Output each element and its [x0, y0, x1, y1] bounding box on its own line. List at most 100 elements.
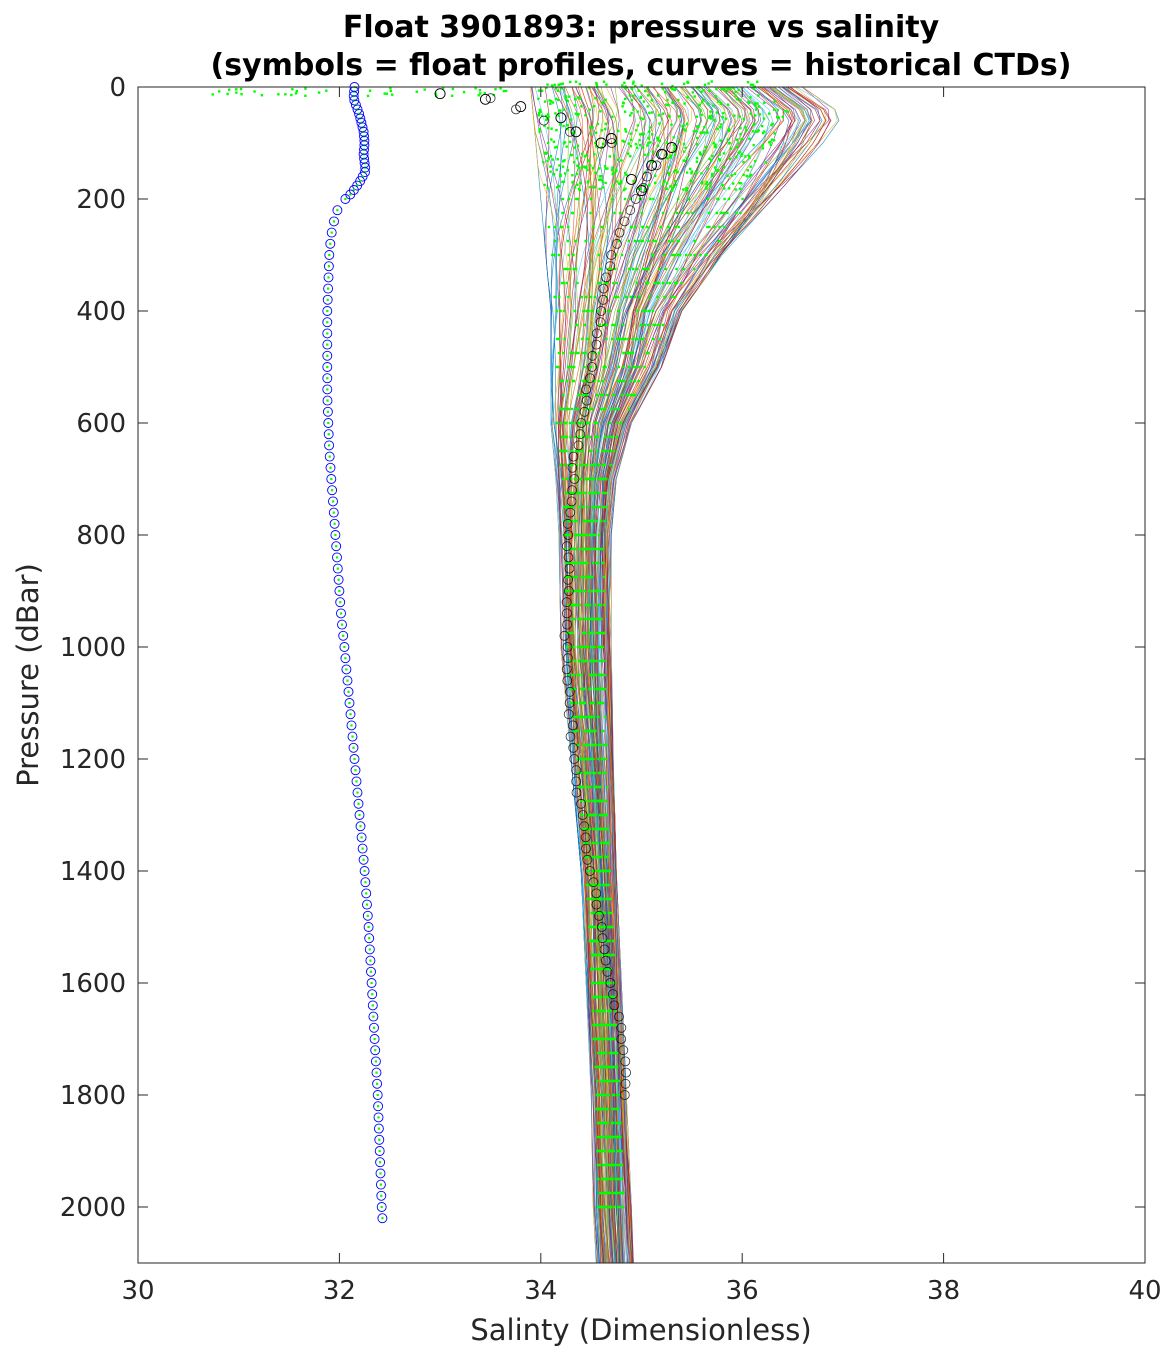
float-point [700, 172, 703, 175]
float-point [328, 253, 331, 257]
float-point [650, 111, 654, 114]
float-point [604, 939, 607, 943]
float-point [614, 1009, 617, 1013]
float-point [702, 98, 705, 102]
float-point [722, 165, 726, 169]
float-point [583, 589, 586, 593]
float-point [616, 1205, 619, 1209]
float-outlier-point [373, 1101, 384, 1112]
float-outlier-point [332, 552, 342, 563]
float-point [706, 167, 709, 170]
float-profile-point [581, 843, 591, 854]
float-point [602, 407, 606, 411]
float-point [601, 813, 604, 817]
float-point [587, 589, 591, 593]
float-point [587, 869, 590, 873]
float-point [634, 225, 637, 229]
float-point [690, 170, 693, 173]
float-point [571, 174, 574, 177]
float-profile-point [565, 731, 576, 742]
float-point [573, 547, 577, 551]
float-point [714, 145, 717, 149]
float-point [634, 142, 638, 146]
float-profile-point [563, 530, 574, 540]
float-point [580, 463, 583, 467]
float-point [594, 435, 597, 439]
float-point [624, 171, 627, 175]
float-point [754, 114, 757, 117]
float-point [672, 185, 676, 188]
float-point [638, 295, 641, 299]
float-point [632, 267, 635, 271]
float-point [363, 869, 366, 873]
float-point [627, 152, 630, 155]
float-point [696, 136, 699, 140]
float-point [612, 1023, 615, 1027]
float-point [599, 110, 602, 113]
float-point [563, 449, 567, 453]
float-point [739, 211, 742, 215]
float-point [749, 96, 752, 99]
float-point [576, 673, 579, 677]
float-point [616, 1065, 619, 1069]
float-point [595, 953, 598, 957]
float-point [618, 1205, 621, 1209]
float-point [632, 180, 635, 183]
float-point [588, 407, 591, 411]
float-point [590, 547, 594, 551]
float-point [620, 337, 623, 341]
float-point [685, 171, 689, 174]
float-point [721, 115, 724, 119]
float-point [575, 197, 578, 201]
float-point [380, 1205, 383, 1209]
float-point [713, 225, 716, 229]
float-point [645, 281, 648, 285]
float-point [549, 165, 552, 168]
float-point [580, 687, 583, 691]
float-point [729, 147, 733, 150]
float-point [735, 156, 738, 159]
float-point [356, 791, 359, 794]
float-point [348, 701, 351, 705]
float-point [595, 81, 598, 85]
float-profile-point [605, 978, 616, 988]
float-point [483, 91, 486, 95]
float-point [593, 185, 596, 189]
float-point [617, 239, 621, 243]
float-point [362, 858, 365, 861]
float-point [643, 153, 646, 156]
float-point [580, 575, 583, 579]
float-point [600, 1149, 603, 1153]
float-point [641, 309, 644, 313]
float-point [563, 505, 566, 509]
float-point [648, 184, 651, 187]
float-point [569, 118, 572, 121]
float-point [703, 83, 707, 86]
float-point [566, 239, 570, 243]
float-point [708, 115, 711, 118]
float-point [598, 799, 601, 803]
float-point [600, 1205, 603, 1209]
float-outlier-point [339, 642, 350, 652]
float-point [609, 911, 613, 915]
float-point [605, 1163, 609, 1167]
float-point [551, 158, 554, 161]
float-point [579, 181, 582, 185]
float-point [713, 119, 716, 122]
float-point [592, 659, 596, 663]
float-point [570, 491, 573, 495]
float-point [719, 139, 722, 142]
float-point [673, 253, 676, 257]
float-point [360, 836, 363, 839]
float-point [768, 141, 771, 144]
float-point [669, 86, 673, 90]
float-point [597, 1121, 601, 1125]
float-point [600, 827, 603, 831]
float-point [567, 295, 570, 299]
float-point [644, 267, 647, 271]
float-point [661, 87, 664, 90]
float-point [599, 1107, 603, 1111]
float-point [557, 351, 561, 355]
float-profile-point [620, 1056, 631, 1067]
float-point [756, 130, 759, 133]
